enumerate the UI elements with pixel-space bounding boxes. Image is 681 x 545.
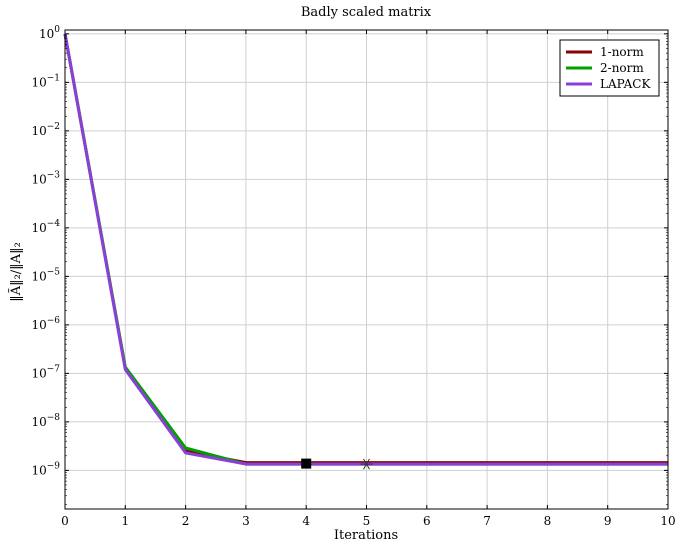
x-tick-label: 4 [302, 514, 310, 528]
y-tick-label: 10−6 [31, 316, 60, 332]
chart-title: Badly scaled matrix [301, 5, 432, 20]
y-tick-label: 10−7 [31, 364, 60, 380]
y-tick-label: 100 [39, 25, 60, 41]
x-axis-label: Iterations [334, 528, 398, 543]
x-tick-label: 6 [423, 514, 431, 528]
y-tick-label: 10−5 [31, 267, 60, 283]
y-tick-label: 10−3 [31, 170, 60, 186]
square-marker [301, 458, 312, 469]
y-tick-label: 10−4 [31, 219, 60, 235]
x-axis-ticks: 0 1 2 3 4 5 6 7 8 9 10 [61, 30, 676, 528]
y-tick-label: 10−9 [31, 461, 60, 477]
x-tick-label: 3 [242, 514, 250, 528]
marker-layer [301, 458, 373, 470]
legend-label: LAPACK [600, 77, 651, 91]
x-tick-label: 7 [483, 514, 491, 528]
x-tick-label: 9 [604, 514, 612, 528]
grid [64, 30, 669, 509]
x-tick-label: 0 [61, 514, 69, 528]
x-tick-label: 1 [121, 514, 129, 528]
y-tick-label: 10−2 [31, 122, 60, 138]
y-axis-label: ‖Ã‖₂/‖A‖₂ [8, 242, 24, 302]
asterisk-marker [360, 458, 373, 470]
y-tick-label: 10−8 [31, 413, 60, 429]
y-tick-label: 10−1 [31, 73, 60, 89]
legend-label: 2-norm [600, 61, 644, 75]
x-tick-label: 10 [660, 514, 675, 528]
x-tick-label: 2 [182, 514, 190, 528]
legend-label: 1-norm [600, 45, 644, 59]
asterisk-stroke [363, 458, 370, 470]
y-axis-ticks: 100 10−1 10−2 10−3 10−4 10−5 10−6 10−7 10−8 10−9 [31, 25, 668, 505]
x-tick-label: 8 [544, 514, 552, 528]
x-tick-label: 5 [363, 514, 371, 528]
legend: 1-norm 2-norm LAPACK [559, 39, 660, 97]
